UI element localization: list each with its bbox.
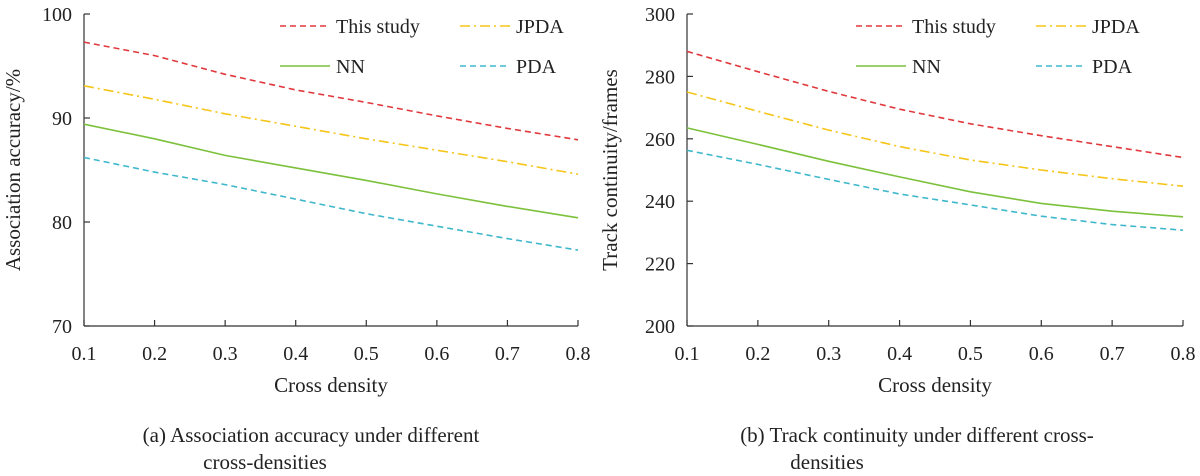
legend-label: NN [336, 56, 365, 78]
y-tick-label: 240 [645, 191, 675, 213]
series-line-this-study [83, 41, 579, 141]
x-tick-label: 0.1 [72, 343, 97, 365]
x-axis-label: Cross density [878, 373, 992, 397]
caption-line-1: (a) Association accuracy under different [143, 423, 480, 447]
x-tick-label: 0.3 [213, 343, 238, 365]
x-tick-label: 0.7 [1100, 343, 1125, 365]
x-tick-label: 0.7 [495, 343, 520, 365]
x-tick-label: 0.4 [283, 343, 308, 365]
y-tick-label: 280 [645, 66, 675, 88]
x-tick-label: 0.3 [816, 343, 841, 365]
series-line-this-study [686, 50, 1184, 159]
x-tick-label: 0.5 [958, 343, 983, 365]
chart-panel-b: 200 220 240 260 280 300 0.1 0.2 0.3 0.4 0.5 0.6 0.7 0… [598, 4, 1196, 474]
x-tick-label: 0.6 [1029, 343, 1054, 365]
caption-line-2: cross-densities [203, 450, 327, 474]
y-axis-label: Association accuracy/% [1, 69, 25, 271]
y-tick-label: 100 [42, 4, 72, 26]
x-tick-label: 0.1 [675, 343, 700, 365]
y-tick-label: 200 [645, 316, 675, 338]
legend-label: JPDA [1092, 16, 1140, 38]
y-tick-label: 80 [52, 212, 72, 234]
x-tick-label: 0.2 [745, 343, 770, 365]
legend-label: PDA [1092, 56, 1133, 78]
y-tick-label: 220 [645, 254, 675, 276]
caption-line-1: (b) Track continuity under different cro… [740, 423, 1094, 447]
series-line-jpda [686, 91, 1184, 187]
series-line-pda [83, 156, 579, 251]
y-tick-label: 300 [645, 4, 675, 26]
chart-panel-a: 70 80 90 100 0.1 0.2 0.3 0.4 0.5 0.6 0.7 0.8 Cross d… [1, 4, 591, 474]
y-tick-label: 70 [52, 316, 72, 338]
caption-line-2: densities [790, 450, 864, 474]
x-tick-label: 0.4 [887, 343, 912, 365]
x-tick-label: 0.2 [142, 343, 167, 365]
x-axis-label: Cross density [274, 373, 388, 397]
x-tick-label: 0.8 [566, 343, 591, 365]
legend-label: NN [912, 56, 941, 78]
legend-label: PDA [516, 56, 557, 78]
legend-label: JPDA [516, 16, 564, 38]
series-line-pda [686, 149, 1184, 231]
y-axis-label: Track continuity/frames [598, 69, 622, 271]
x-tick-label: 0.5 [354, 343, 379, 365]
series-line-nn [83, 123, 579, 219]
series-line-nn [686, 127, 1184, 218]
x-tick-label: 0.8 [1171, 343, 1196, 365]
y-tick-label: 260 [645, 129, 675, 151]
x-tick-label: 0.6 [424, 343, 449, 365]
legend-label: This study [912, 16, 996, 38]
series-line-jpda [83, 85, 579, 175]
legend-label: This study [336, 16, 420, 38]
y-tick-label: 90 [52, 108, 72, 130]
